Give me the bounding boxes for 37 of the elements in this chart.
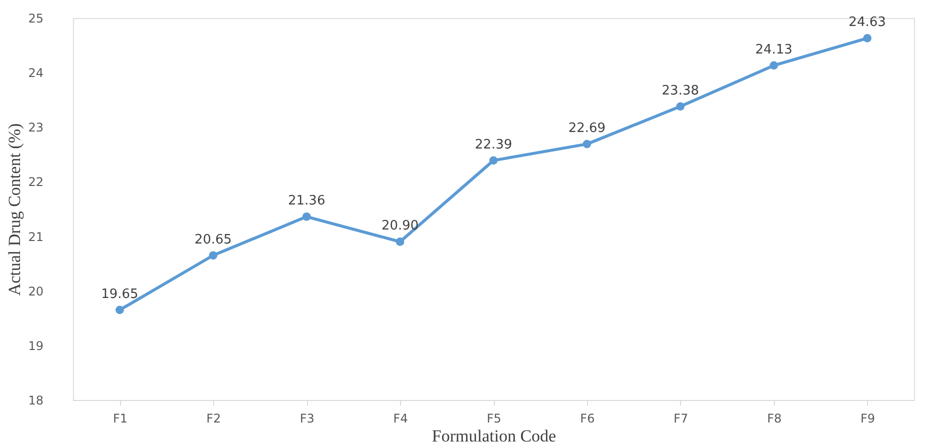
data-label: 19.65	[101, 286, 138, 302]
x-tick-label: F6	[580, 412, 595, 426]
point	[489, 156, 498, 165]
x-tick-label: F8	[767, 412, 782, 426]
point	[676, 102, 685, 111]
y-tick-label: 19	[28, 338, 44, 353]
x-axis-title: Formulation Code	[432, 426, 556, 446]
data-label: 20.90	[381, 218, 419, 234]
data-label: 23.38	[662, 83, 699, 98]
point	[770, 61, 778, 70]
data-label: 24.63	[848, 15, 886, 30]
y-tick-label: 21	[28, 230, 44, 244]
y-tick-label: 24	[28, 66, 44, 80]
point	[582, 140, 592, 148]
y-tick-label: 20	[28, 284, 44, 298]
data-label: 22.69	[568, 121, 606, 136]
point	[302, 212, 311, 221]
x-tick-label: F5	[486, 412, 502, 426]
x-tick-label: F9	[860, 412, 876, 426]
x-tick-label: F3	[300, 412, 314, 426]
y-tick-label: 23	[28, 120, 44, 135]
data-label: 21.36	[288, 194, 326, 209]
data-label: 20.65	[194, 232, 232, 248]
point	[116, 306, 124, 314]
y-axis-title: Actual Drug Content (%)	[5, 123, 24, 296]
point	[208, 251, 218, 260]
data-label: 24.13	[755, 42, 792, 58]
y-tick-label: 18	[28, 394, 44, 408]
x-tick-label: F2	[206, 412, 221, 426]
y-tick-label: 22	[28, 175, 44, 190]
point	[396, 238, 404, 246]
data-label: 22.39	[474, 137, 512, 152]
y-tick-label: 25	[28, 12, 44, 26]
x-tick-label: F7	[674, 412, 688, 426]
point	[863, 34, 872, 42]
x-tick-label: F4	[393, 412, 408, 426]
x-tick-label: F1	[112, 412, 128, 426]
